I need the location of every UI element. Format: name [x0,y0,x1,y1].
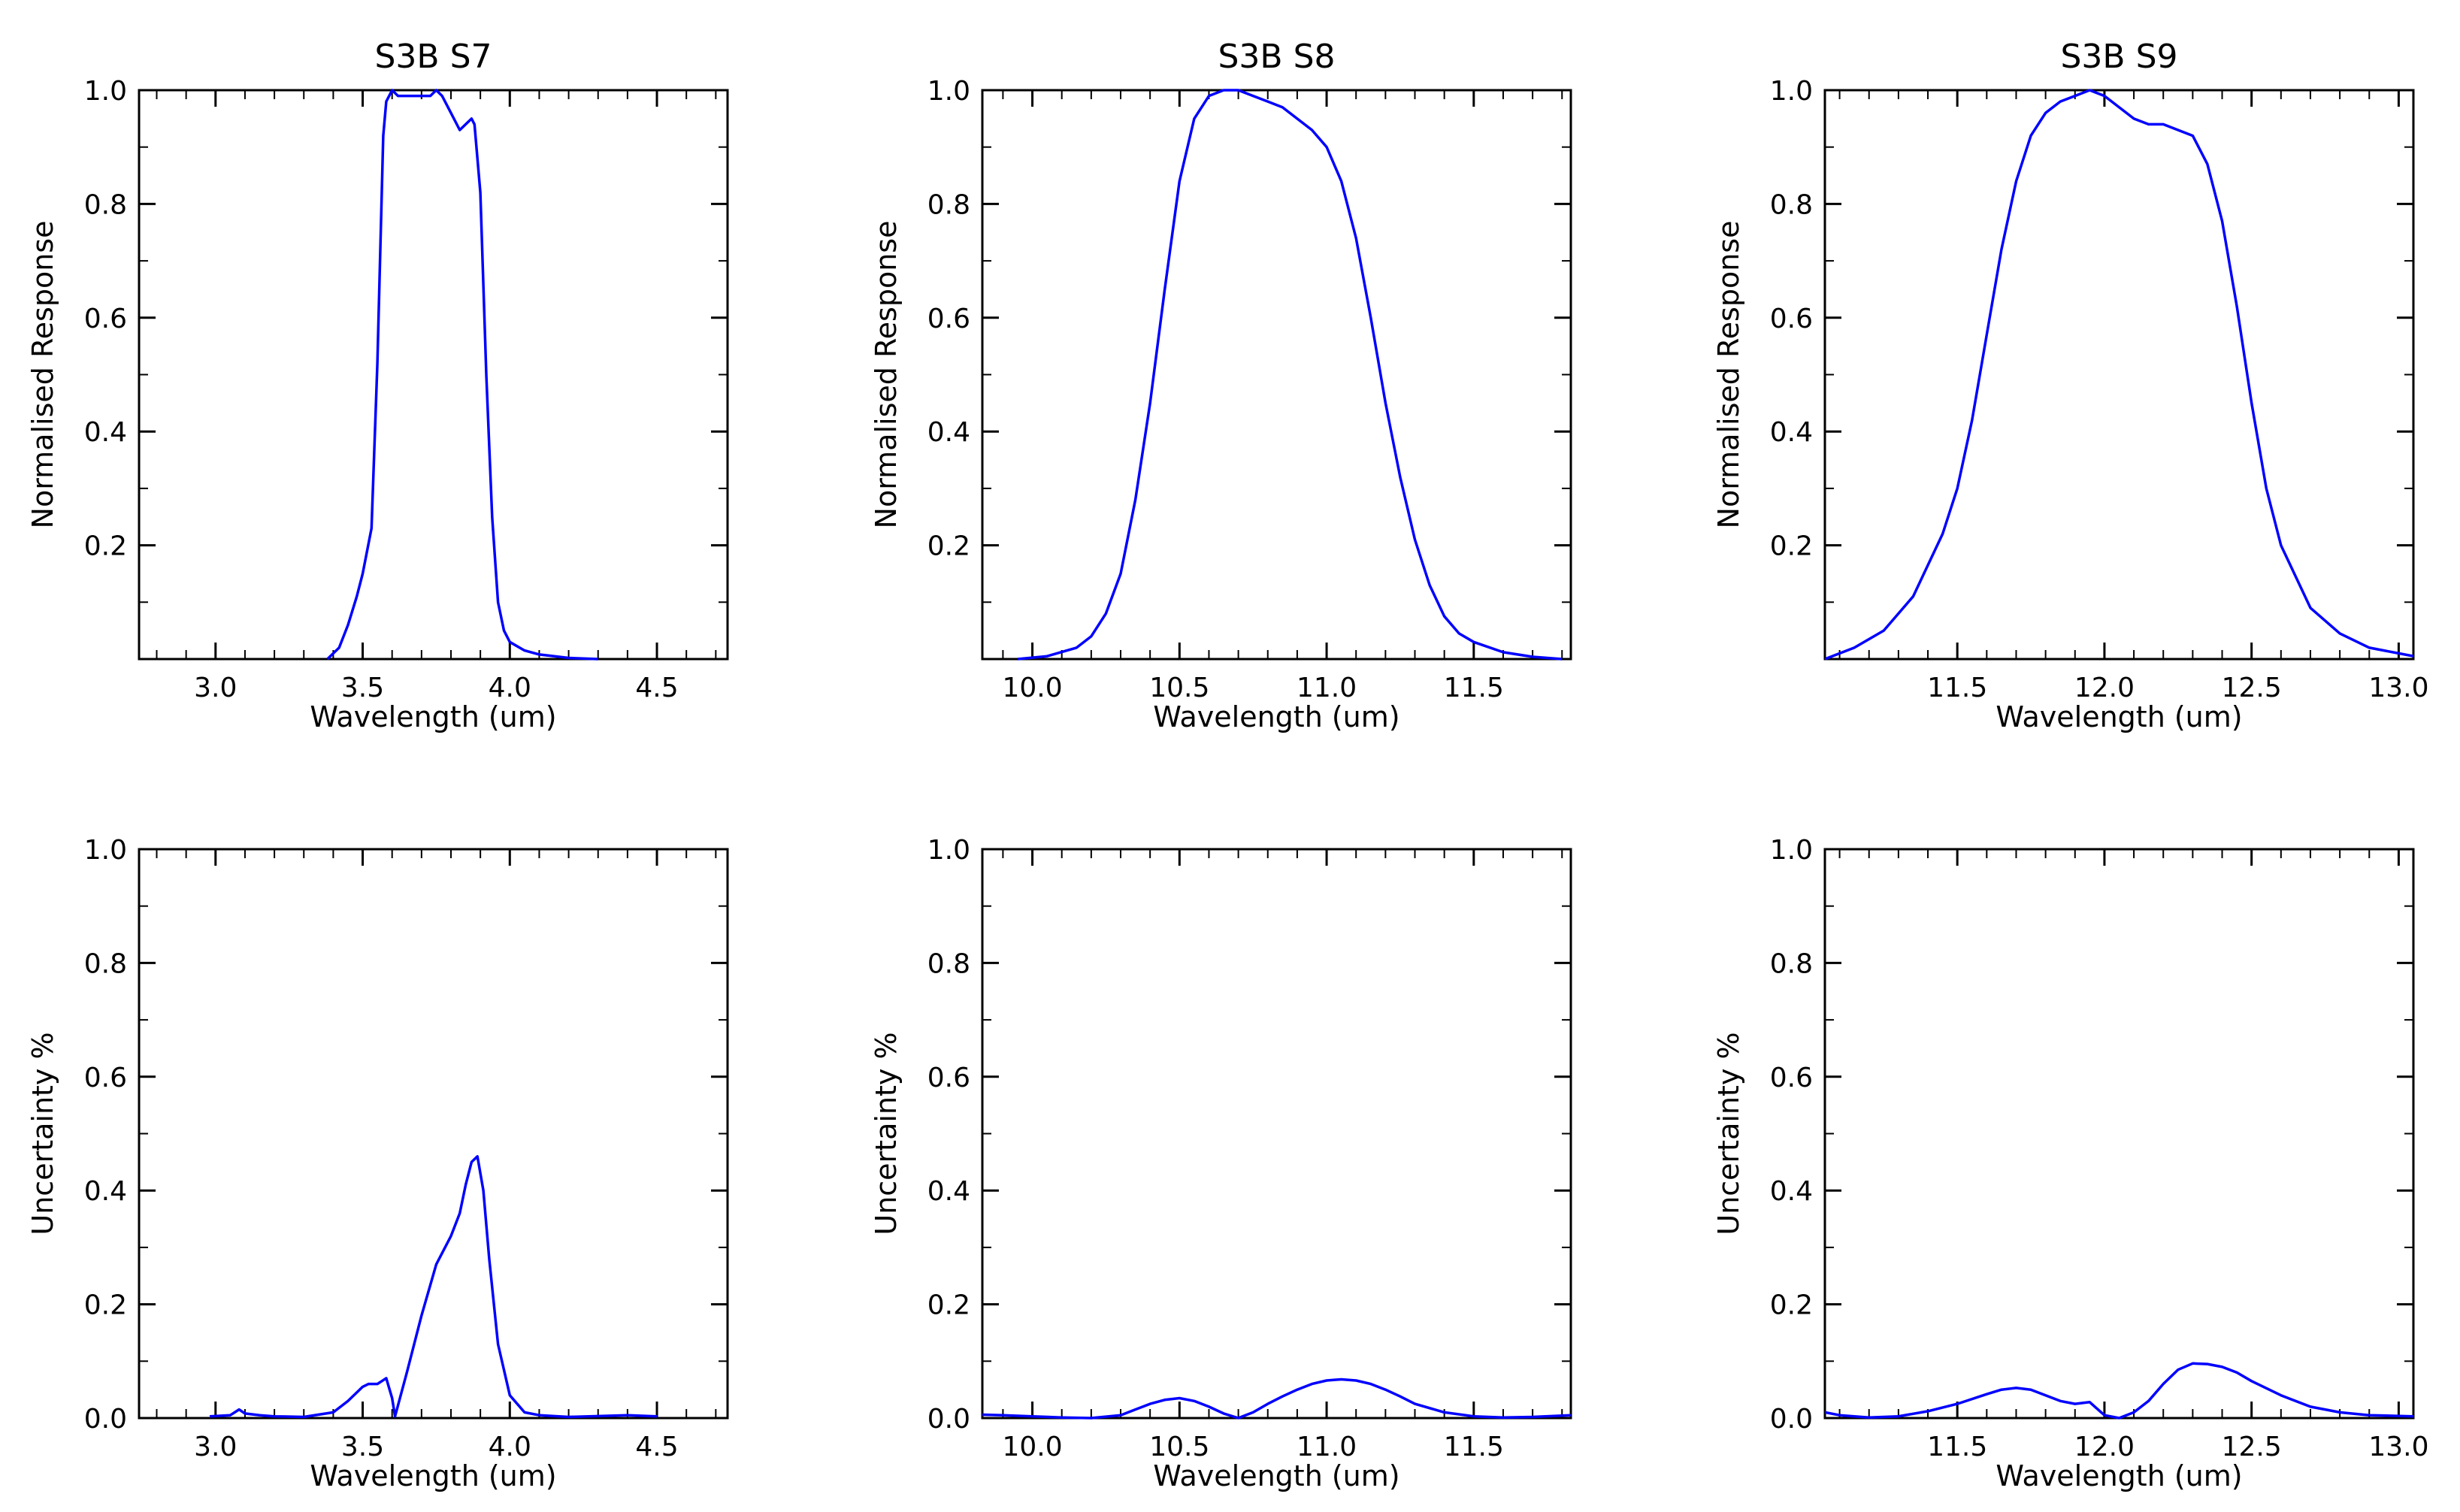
y-tick-label: 0.6 [84,1063,127,1093]
x-axis-label: Wavelength (um) [1996,700,2242,733]
y-tick-label: 1.0 [927,76,970,107]
y-tick-label: 0.2 [927,1290,970,1321]
x-tick-label: 11.0 [1297,673,1357,703]
x-axis-label: Wavelength (um) [1153,700,1399,733]
y-tick-label: 0.2 [1770,531,1813,562]
y-tick-label: 0.4 [1770,417,1813,448]
y-tick-label: 1.0 [1770,76,1813,107]
y-axis-label: Normalised Response [870,221,903,529]
y-tick-label: 0.0 [927,1404,970,1435]
series-line [1825,1362,2413,1420]
x-axis-label: Wavelength (um) [310,1459,556,1492]
series-line [982,1377,1571,1420]
axes-frame [138,848,729,1420]
panel-title: S3B S9 [2060,38,2177,76]
axes-frame [138,89,729,661]
axes-frame [1823,848,2415,1420]
y-tick-label: 0.4 [84,417,127,448]
series-line [326,89,598,661]
s9-response-panel: 11.5 12.0 12.5 13.0 0.2 0.4 0.6 0.8 1.0 Wavelengt… [1712,38,2429,733]
y-tick-label: 0.2 [1770,1290,1813,1321]
series-line [1017,89,1563,661]
x-axis-label: Wavelength (um) [1996,1459,2242,1492]
axes-frame [981,848,1572,1420]
y-tick-label: 0.4 [927,417,970,448]
y-tick-label: 0.6 [84,304,127,334]
x-tick-label: 11.5 [1927,673,1987,703]
x-tick-label: 3.5 [341,1432,384,1462]
y-tick-label: 0.6 [927,1063,970,1093]
x-tick-label: 10.5 [1149,673,1209,703]
x-tick-label: 11.0 [1297,1432,1357,1462]
s7-response-panel: 3.0 3.5 4.0 4.5 0.2 0.4 0.6 0.8 1.0 Wavelength (u… [26,38,729,733]
y-tick-label: 0.0 [1770,1404,1813,1435]
axes-frame [1823,89,2415,661]
x-tick-label: 10.0 [1002,1432,1062,1462]
x-tick-label: 4.0 [489,673,531,703]
y-tick-label: 1.0 [1770,835,1813,866]
y-tick-label: 0.6 [1770,304,1813,334]
x-tick-label: 13.0 [2368,1432,2428,1462]
y-tick-label: 0.8 [84,189,127,220]
y-tick-label: 1.0 [927,835,970,866]
y-tick-label: 0.8 [927,189,970,220]
x-tick-label: 10.0 [1002,673,1062,703]
y-axis-label: Uncertainty % [870,1032,903,1235]
x-tick-label: 11.5 [1444,1432,1504,1462]
x-tick-label: 12.0 [2074,1432,2135,1462]
y-tick-label: 0.0 [84,1404,127,1435]
series-line [1825,89,2413,661]
x-tick-label: 11.5 [1444,673,1504,703]
y-tick-label: 0.4 [1770,1176,1813,1207]
y-tick-label: 0.6 [1770,1063,1813,1093]
y-tick-label: 1.0 [84,835,127,866]
y-axis-label: Uncertainty % [26,1032,59,1235]
y-tick-label: 0.8 [1770,189,1813,220]
y-tick-label: 0.4 [84,1176,127,1207]
x-axis-label: Wavelength (um) [310,700,556,733]
s8-uncertainty-panel: 10.0 10.5 11.0 11.5 0.0 0.2 0.4 0.6 0.8 1.0 Wavele… [870,835,1572,1492]
y-tick-label: 1.0 [84,76,127,107]
y-axis-label: Uncertainty % [1712,1032,1745,1235]
x-tick-label: 10.5 [1149,1432,1209,1462]
panel-title: S3B S8 [1218,38,1335,76]
x-axis-label: Wavelength (um) [1153,1459,1399,1492]
x-tick-label: 4.5 [635,673,678,703]
y-axis-label: Normalised Response [1712,221,1745,529]
x-tick-label: 12.5 [2222,1432,2282,1462]
y-tick-label: 0.2 [84,1290,127,1321]
x-tick-label: 4.0 [489,1432,531,1462]
s8-response-panel: 10.0 10.5 11.0 11.5 0.2 0.4 0.6 0.8 1.0 Wavelengt… [870,38,1572,733]
y-tick-label: 0.6 [927,304,970,334]
y-tick-label: 0.8 [84,948,127,979]
x-tick-label: 12.5 [2222,673,2282,703]
axes-frame [981,89,1572,661]
x-tick-label: 12.0 [2074,673,2135,703]
x-tick-label: 11.5 [1927,1432,1987,1462]
s7-uncertainty-panel: 3.0 3.5 4.0 4.5 0.0 0.2 0.4 0.6 0.8 1.0 Wavelength… [26,835,729,1492]
x-tick-label: 4.5 [635,1432,678,1462]
y-tick-label: 0.4 [927,1176,970,1207]
y-tick-label: 0.2 [84,531,127,562]
series-line [209,1155,658,1419]
y-tick-label: 0.8 [927,948,970,979]
x-tick-label: 3.5 [341,673,384,703]
x-tick-label: 13.0 [2368,673,2428,703]
y-axis-label: Normalised Response [26,221,59,529]
y-tick-label: 0.2 [927,531,970,562]
s9-uncertainty-panel: 11.5 12.0 12.5 13.0 0.0 0.2 0.4 0.6 0.8 1.0 Wavele… [1712,835,2429,1492]
y-tick-label: 0.8 [1770,948,1813,979]
panel-title: S3B S7 [374,38,492,76]
x-tick-label: 3.0 [194,673,237,703]
x-tick-label: 3.0 [194,1432,237,1462]
